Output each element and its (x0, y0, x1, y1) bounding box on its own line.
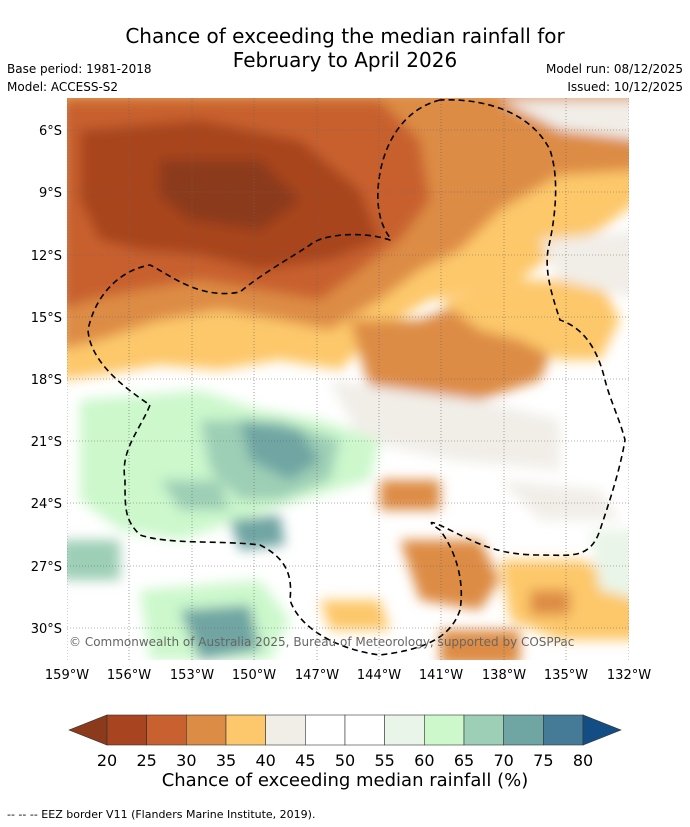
colorbar-tick-label: 50 (335, 751, 355, 770)
colorbar-segment (424, 714, 465, 746)
colorbar-tick-label: 40 (255, 751, 275, 770)
lon-label: 144°W (357, 668, 401, 683)
lon-label: 147°W (295, 668, 339, 683)
colorbar-tick-label: 20 (97, 751, 117, 770)
title-line-2: February to April 2026 (232, 48, 458, 72)
lon-label: 135°W (544, 668, 588, 683)
colorbar-tick-label: 55 (374, 751, 394, 770)
colorbar-segment (384, 714, 425, 746)
colorbar-segment (305, 714, 346, 746)
lat-label: 6°S (39, 124, 62, 139)
colorbar-segment (543, 714, 584, 746)
colorbar-tick-label: 35 (216, 751, 236, 770)
latitude-labels: 6°S 9°S 12°S 15°S 18°S 21°S 24°S 27°S 30… (31, 124, 62, 637)
colorbar-tick-label: 25 (136, 751, 156, 770)
base-period: Base period: 1981-2018 (7, 62, 152, 76)
meta-right: Model run: 08/12/2025 Issued: 10/12/2025 (546, 60, 683, 96)
colorbar-segment (344, 714, 385, 746)
lat-label: 12°S (31, 249, 62, 264)
colorbar-tick-label: 65 (454, 751, 474, 770)
lat-label: 15°S (31, 311, 62, 326)
lat-label: 24°S (31, 497, 62, 512)
colorbar-under-arrow (68, 714, 108, 746)
colorbar-segment (146, 714, 187, 746)
colorbar-segment (225, 714, 266, 746)
colorbar-segment (186, 714, 227, 746)
lon-label: 138°W (482, 668, 526, 683)
colorbar-over-arrow (582, 714, 622, 746)
model-name: Model: ACCESS-S2 (7, 80, 119, 94)
map-title: Chance of exceeding the median rainfall … (0, 24, 690, 72)
eez-border (87, 98, 626, 656)
title-line-1: Chance of exceeding the median rainfall … (125, 24, 565, 48)
lon-label: 141°W (419, 668, 463, 683)
map-plot-area: © Commonwealth of Australia 2025, Bureau… (67, 98, 629, 660)
colorbar-segment (106, 714, 147, 746)
colorbar-segment (503, 714, 544, 746)
probability-field (67, 98, 629, 660)
graticule (67, 98, 629, 660)
lat-label: 9°S (39, 186, 62, 201)
colorbar-tick-label: 70 (493, 751, 513, 770)
meta-left: Base period: 1981-2018 Model: ACCESS-S2 (7, 60, 152, 96)
lon-label: 153°W (170, 668, 214, 683)
issued-date: Issued: 10/12/2025 (567, 80, 683, 94)
colorbar: 20 25 30 35 40 45 50 55 60 65 70 75 80 (68, 714, 622, 770)
lat-label: 21°S (31, 435, 62, 450)
lon-label: 159°W (45, 668, 89, 683)
colorbar-tick-label: 30 (176, 751, 196, 770)
colorbar-tick-label: 80 (573, 751, 593, 770)
colorbar-segment (265, 714, 306, 746)
copyright-text: © Commonwealth of Australia 2025, Bureau… (69, 635, 574, 649)
colorbar-segment (463, 714, 504, 746)
colorbar-tick-label: 75 (533, 751, 553, 770)
lon-label: 150°W (232, 668, 276, 683)
lat-label: 27°S (31, 560, 62, 575)
lon-label: 156°W (107, 668, 151, 683)
lat-label: 30°S (31, 622, 62, 637)
lat-label: 18°S (31, 373, 62, 388)
eez-legend: -- -- -- EEZ border V11 (Flanders Marine… (7, 808, 316, 821)
lon-label: 132°W (607, 668, 651, 683)
model-run: Model run: 08/12/2025 (545, 62, 683, 76)
longitude-labels: 159°W 156°W 153°W 150°W 147°W 144°W 141°… (45, 668, 651, 683)
colorbar-tick-label: 45 (295, 751, 315, 770)
colorbar-tick-label: 60 (414, 751, 434, 770)
colorbar-title: Chance of exceeding median rainfall (%) (161, 770, 529, 791)
